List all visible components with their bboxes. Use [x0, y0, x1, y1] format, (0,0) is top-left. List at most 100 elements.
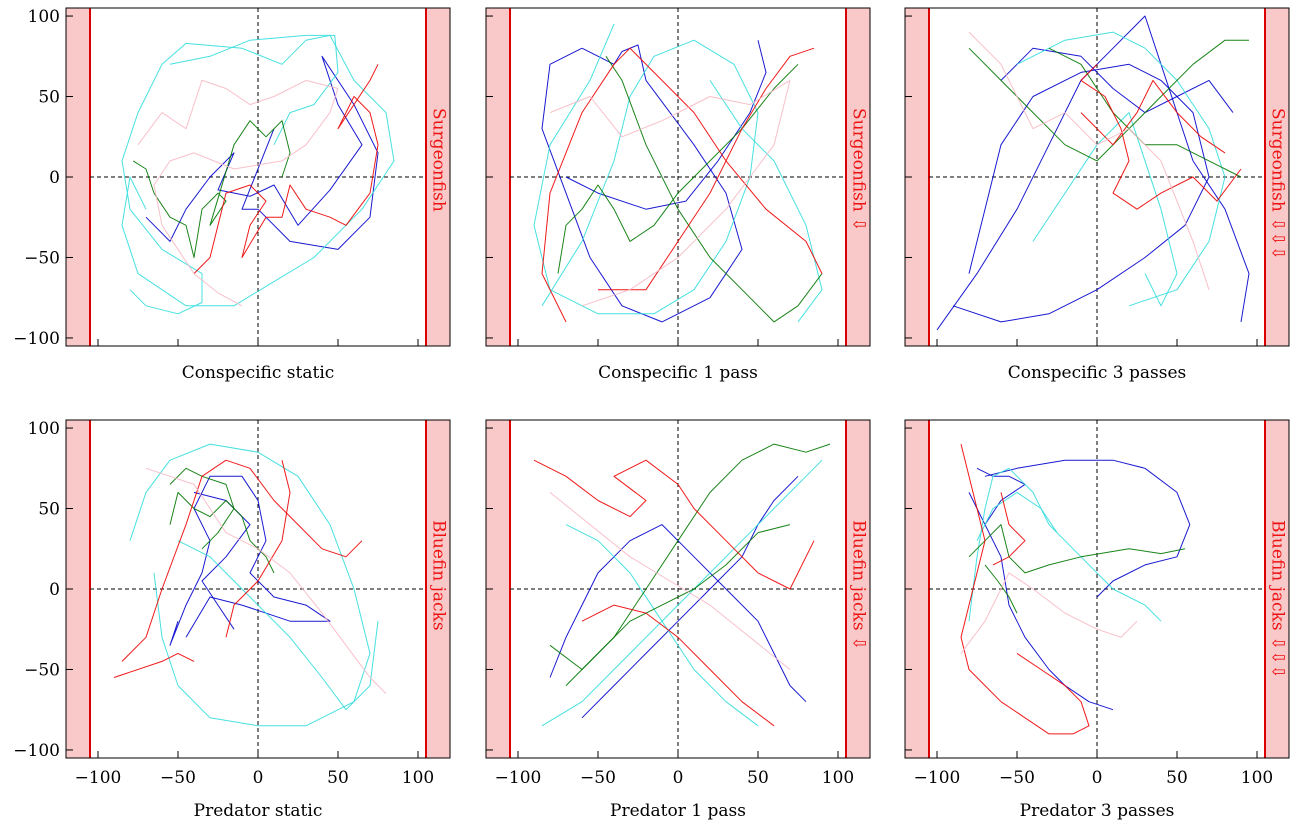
panel-1: −100 −50 0 50 100 Conspecific static Surgeonfi… — [13, 7, 451, 383]
x-tick-label: 50 — [747, 768, 769, 788]
x-tick-label: 0 — [673, 768, 684, 788]
zone-fill-right — [846, 8, 870, 346]
side-label: Bluefin jacks ⇩⇩⇩ — [1268, 520, 1288, 679]
trajectory-blue-1 — [936, 15, 1250, 331]
trajectory-red-9 — [225, 460, 291, 638]
x-tick-label: 50 — [1166, 768, 1188, 788]
trajectory-cyan-2 — [121, 34, 395, 315]
trajectory-blue-2 — [968, 492, 1114, 711]
trajectory-pink-10 — [968, 31, 1210, 290]
x-tick-label: −50 — [999, 768, 1035, 788]
panel-3: Conspecific 3 passes Surgeonfish ⇩⇩⇩ — [904, 7, 1290, 383]
x-tick-label: −100 — [914, 768, 961, 788]
y-tick-label: −50 — [24, 660, 60, 680]
trajectory-pink-10 — [145, 467, 387, 694]
trajectory-cyan-4 — [177, 540, 379, 711]
panel-2: Conspecific 1 pass Surgeonfish ⇩ — [485, 7, 871, 383]
x-tick-label: 0 — [1092, 768, 1103, 788]
trajectory-green-6 — [169, 467, 235, 550]
trajectory-cyan-3 — [541, 459, 823, 727]
trajectory-red-7 — [533, 459, 815, 590]
trajectory-pink-9 — [549, 492, 791, 670]
trajectory-red-7 — [598, 47, 815, 291]
trajectories — [960, 443, 1191, 735]
trajectories — [533, 23, 823, 323]
trajectory-cyan-3 — [169, 34, 339, 146]
trajectory-cyan-4 — [709, 80, 823, 323]
x-tick-label: 100 — [822, 768, 854, 788]
x-tick-label: −50 — [580, 768, 616, 788]
trajectory-blue-2 — [952, 63, 1210, 323]
side-label: Bluefin jacks ⇩ — [849, 520, 869, 650]
side-label: Bluefin jacks — [429, 520, 449, 631]
trajectory-cyan-3 — [129, 443, 371, 727]
zone-fill-right — [1265, 8, 1289, 346]
side-label: Surgeonfish ⇩⇩⇩ — [1268, 108, 1288, 260]
y-tick-label: −100 — [13, 329, 60, 349]
trajectory-cyan-4 — [1016, 31, 1226, 307]
trajectory-cyan-5 — [976, 491, 1058, 541]
zone-fill-right — [426, 8, 450, 346]
panel-6: −100 −50 0 50 100 Predator 3 passes Bluefin ja… — [904, 419, 1290, 821]
x-tick-label: 100 — [402, 768, 434, 788]
x-tick-label: −100 — [75, 768, 122, 788]
panel-4: −100 −50 0 50 100 −100 −50 0 50 100 Predator stati… — [13, 419, 451, 821]
trajectory-red-8 — [581, 604, 775, 727]
y-tick-label: 50 — [38, 500, 60, 520]
trajectory-green-4 — [132, 120, 291, 258]
trajectories — [936, 15, 1250, 331]
trajectory-green-6 — [605, 56, 823, 323]
x-tick-label: 50 — [327, 768, 349, 788]
y-tick-label: 0 — [49, 580, 60, 600]
trajectory-red-9 — [992, 492, 1026, 566]
trajectory-red-8 — [960, 443, 1090, 735]
panel-5: −100 −50 0 50 100 Predator 1 pass Bluefin jack… — [485, 419, 871, 821]
panel-caption: Predator 1 pass — [610, 801, 746, 821]
trajectory-blue-1 — [541, 44, 743, 323]
trajectory-blue-2 — [565, 40, 767, 210]
trajectory-red-5 — [193, 64, 379, 274]
trajectory-cyan-4 — [565, 524, 759, 727]
trajectory-green-6 — [565, 524, 791, 686]
y-tick-label: 100 — [28, 7, 60, 27]
trajectories — [533, 443, 831, 727]
trajectory-green-7 — [984, 564, 1018, 614]
trajectories — [121, 34, 395, 315]
trajectory-pink-10 — [960, 572, 1138, 654]
panel-caption: Conspecific static — [182, 363, 335, 383]
panel-caption: Conspecific 1 pass — [598, 363, 758, 383]
panel-caption: Conspecific 3 passes — [1008, 363, 1187, 383]
zone-fill-right — [426, 420, 450, 758]
x-tick-label: −100 — [495, 768, 542, 788]
trajectory-green-5 — [549, 443, 831, 670]
trajectory-red-9 — [1080, 79, 1226, 154]
zone-fill-right — [1265, 420, 1289, 758]
y-tick-label: 0 — [49, 168, 60, 188]
zone-fill-right — [846, 420, 870, 758]
x-tick-label: 0 — [253, 768, 264, 788]
trajectory-green-6 — [968, 39, 1249, 162]
trajectory-green-5 — [557, 63, 799, 274]
trajectory-blue-1 — [145, 55, 379, 250]
trajectory-blue-1 — [169, 475, 331, 646]
trajectory-blue-1 — [984, 459, 1191, 598]
trajectory-red-7 — [121, 459, 363, 662]
panel-caption: Predator 3 passes — [1020, 801, 1175, 821]
y-tick-label: 100 — [28, 419, 60, 439]
trajectory-cyan-4 — [968, 467, 1162, 622]
trajectories — [113, 443, 387, 727]
y-tick-label: 50 — [38, 88, 60, 108]
trajectory-green-6 — [968, 524, 1186, 574]
x-tick-label: 100 — [1241, 768, 1273, 788]
trajectory-red-8 — [541, 47, 823, 323]
trajectory-pink-6 — [137, 79, 339, 307]
trajectory-blue-3 — [1000, 47, 1234, 114]
trajectory-red-8 — [1080, 63, 1242, 210]
y-tick-label: −50 — [24, 248, 60, 268]
panel-caption: Predator static — [194, 801, 323, 821]
trajectory-cyan-3 — [533, 23, 759, 315]
x-tick-label: −50 — [160, 768, 196, 788]
side-label: Surgeonfish ⇩ — [849, 108, 869, 232]
trajectory-blue-2 — [581, 475, 799, 719]
